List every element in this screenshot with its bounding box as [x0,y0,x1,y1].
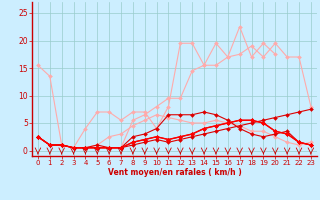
X-axis label: Vent moyen/en rafales ( km/h ): Vent moyen/en rafales ( km/h ) [108,168,241,177]
